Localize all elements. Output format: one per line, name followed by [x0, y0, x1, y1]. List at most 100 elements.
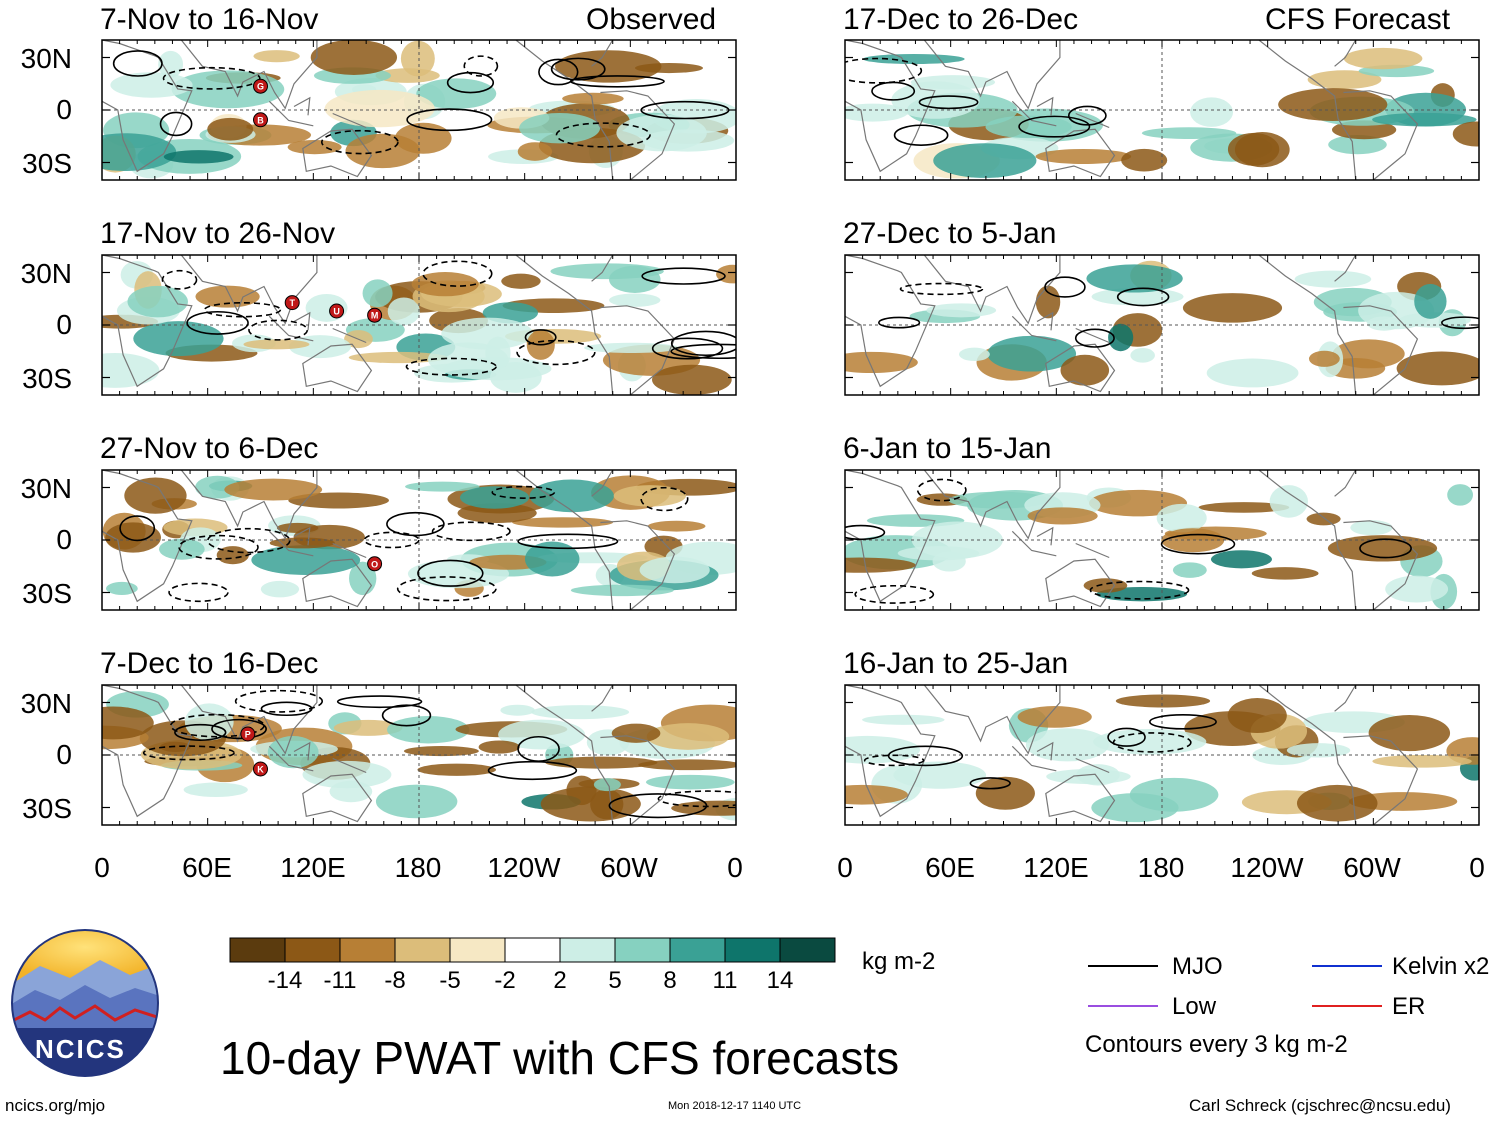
- lat-label: 0: [56, 94, 72, 125]
- colorbar-swatch: [504, 937, 561, 963]
- lon-label: 0: [1469, 852, 1485, 883]
- storm-marker: K: [253, 761, 268, 777]
- mjo-contours: [119, 485, 689, 603]
- negative-anomaly: [638, 759, 736, 771]
- positive-anomaly: [1172, 562, 1207, 578]
- pwat-anomaly-field: [102, 475, 736, 598]
- map-panel: PK: [101, 684, 737, 826]
- storm-marker-letter: O: [371, 559, 378, 569]
- negative-anomaly: [512, 517, 614, 528]
- mjo-contour: [320, 129, 399, 155]
- positive-anomaly: [616, 114, 707, 152]
- positive-anomaly: [375, 784, 458, 819]
- mjo-contour: [899, 282, 984, 296]
- negative-anomaly: [1027, 507, 1098, 525]
- storm-marker-letter: T: [289, 298, 295, 308]
- lon-label: 180: [394, 852, 442, 883]
- negative-anomaly: [457, 503, 537, 523]
- positive-anomaly: [893, 761, 987, 789]
- colorbar-swatch: [284, 937, 341, 963]
- panel-title-left-3: 27-Nov to 6-Dec: [100, 432, 319, 465]
- positive-anomaly: [1156, 503, 1207, 533]
- mjo-contour: [446, 71, 495, 94]
- mjo-contour: [207, 527, 291, 554]
- mjo-contour: [916, 478, 967, 502]
- colorbar-swatch: [614, 937, 671, 963]
- mjo-contour: [174, 723, 227, 741]
- positive-anomaly: [460, 486, 530, 509]
- panel-title-right-1: 17-Dec to 26-Dec: [843, 3, 1079, 36]
- positive-anomaly: [329, 780, 373, 803]
- islands-coastline: [1011, 741, 1110, 774]
- positive-anomaly: [102, 352, 160, 388]
- negative-anomaly: [501, 273, 541, 289]
- mjo-contour: [248, 319, 309, 341]
- positive-anomaly: [1414, 283, 1447, 319]
- logo-text: NCICS: [35, 1034, 126, 1064]
- negative-anomaly: [540, 786, 641, 822]
- positive-anomaly: [933, 143, 1037, 178]
- mjo-contour: [871, 81, 916, 101]
- map-panel: [844, 469, 1480, 611]
- mjo-contour: [363, 531, 420, 549]
- lat-label: 0: [56, 309, 72, 340]
- africa-coastline: [102, 685, 193, 818]
- map-panel: [844, 684, 1480, 826]
- coastlines: [845, 40, 1419, 180]
- storm-marker: T: [284, 295, 300, 311]
- colorbar-swatch: [724, 937, 781, 963]
- negative-anomaly: [1372, 754, 1472, 768]
- mjo-contour: [651, 337, 724, 360]
- mjo-contour: [517, 533, 619, 550]
- footer-url[interactable]: ncics.org/mjo: [5, 1096, 106, 1115]
- negative-anomaly: [216, 546, 249, 565]
- mjo-contour: [422, 260, 493, 287]
- negative-anomaly: [124, 477, 187, 514]
- mjo-contour: [641, 267, 726, 285]
- panel-title-right-2: 27-Dec to 5-Jan: [843, 217, 1057, 250]
- positive-anomaly: [127, 285, 188, 318]
- mjo-contour: [550, 57, 606, 81]
- legend-lines: [1088, 965, 1382, 1007]
- colorbar-swatch: [779, 937, 836, 963]
- negative-anomaly: [288, 492, 389, 509]
- negative-anomaly: [613, 485, 686, 507]
- negative-anomaly: [1307, 70, 1382, 89]
- islands-coastline: [268, 526, 367, 559]
- storm-marker: B: [253, 112, 268, 128]
- mjo-contour: [517, 735, 560, 762]
- mjo-contour: [1107, 727, 1146, 747]
- mjo-contour: [887, 745, 964, 767]
- negative-anomaly: [845, 784, 908, 805]
- mjo-contour: [168, 582, 229, 603]
- australia-coastline: [302, 343, 373, 393]
- colorbar-swatch: [394, 937, 451, 963]
- forecast-label: CFS Forecast: [1265, 3, 1451, 36]
- mjo-contour: [1074, 328, 1115, 348]
- mjo-contour: [1067, 105, 1107, 126]
- mjo-contour: [1441, 316, 1479, 330]
- negative-anomaly: [324, 89, 435, 128]
- colorbar-swatch: [229, 937, 286, 963]
- colorbar-tick: 5: [608, 967, 622, 994]
- negative-anomaly: [478, 740, 520, 754]
- mjo-contour: [463, 55, 499, 77]
- negative-anomaly: [652, 364, 732, 395]
- positive-anomaly: [1385, 575, 1449, 603]
- positive-anomaly: [260, 580, 300, 598]
- africa-coastline: [845, 470, 936, 603]
- positive-anomaly: [639, 556, 710, 584]
- storm-marker-icon: [329, 303, 345, 319]
- mjo-contour: [431, 521, 511, 542]
- negative-anomaly: [411, 272, 479, 297]
- mjo-contour: [1359, 538, 1412, 559]
- colorbar-tick: 2: [553, 967, 567, 994]
- colorbar-tick: -8: [384, 967, 406, 994]
- australia-coastline: [302, 128, 373, 178]
- storm-marker-letter: B: [257, 115, 264, 125]
- africa-coastline: [845, 685, 936, 818]
- positive-anomaly: [171, 70, 285, 109]
- positive-anomaly: [405, 481, 480, 492]
- storm-marker-icon: [253, 112, 268, 128]
